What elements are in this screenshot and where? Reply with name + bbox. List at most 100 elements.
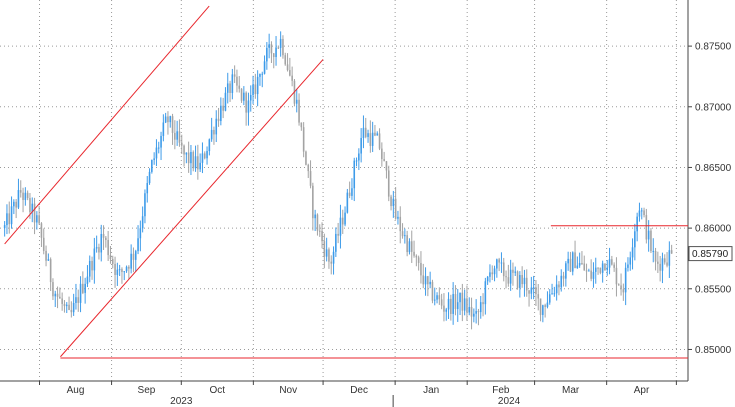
candle-body [553, 293, 556, 295]
candle-body [105, 237, 107, 240]
candle-body [387, 170, 390, 197]
candle-body [125, 266, 128, 272]
candle-body [493, 268, 496, 275]
candle-body [454, 294, 457, 310]
candle-body [8, 213, 11, 225]
candle-body [3, 225, 6, 229]
candle-body [344, 212, 346, 225]
candle-body [514, 271, 517, 273]
candle-body [381, 148, 383, 160]
candle-body [199, 162, 201, 170]
candle-body [627, 264, 629, 268]
candle-body [654, 250, 657, 262]
candle-body [608, 259, 611, 268]
candle-body [144, 193, 146, 217]
candle-body [148, 171, 151, 184]
candle-body [401, 231, 404, 237]
candle-body [132, 253, 135, 260]
candle-body [31, 203, 34, 213]
candle-body [86, 276, 89, 284]
candle-body [93, 248, 96, 271]
candle-body [155, 147, 158, 159]
candle-body [613, 264, 615, 268]
candle-body [643, 210, 645, 216]
candle-body [666, 262, 668, 266]
candle-body [489, 272, 491, 277]
candle-body [477, 311, 480, 313]
candle-body [592, 271, 595, 279]
month-label: Nov [279, 385, 297, 396]
candle-body [176, 131, 178, 140]
candle-body [328, 249, 330, 262]
y-tick-label: 0.87500 [695, 42, 732, 53]
candle-body [339, 217, 342, 236]
candle-body [277, 47, 280, 49]
candle-body [364, 127, 367, 137]
candle-body [433, 299, 436, 301]
candle-body [544, 305, 546, 307]
candle-body [314, 214, 316, 219]
candle-body [100, 233, 103, 253]
candle-body [222, 105, 224, 111]
candle-body [569, 258, 572, 272]
month-label: Jan [423, 385, 439, 396]
candle-body [473, 313, 475, 317]
candle-body [256, 76, 259, 95]
candle-body [505, 276, 507, 278]
candle-body [645, 215, 648, 240]
candle-body [659, 263, 661, 271]
candle-body [192, 152, 195, 169]
candle-body [346, 192, 349, 213]
candle-body [512, 269, 514, 273]
candle-body [408, 241, 411, 253]
candle-body [268, 44, 270, 48]
candle-body [146, 183, 149, 194]
candle-body [157, 147, 160, 149]
candle-body [620, 285, 622, 290]
candle-body [26, 192, 29, 199]
candle-body [325, 249, 328, 257]
candle-body [187, 152, 190, 164]
candle-body [88, 260, 91, 277]
candle-body [123, 271, 126, 273]
candle-body [410, 241, 413, 252]
candle-body [383, 159, 385, 162]
candle-body [461, 292, 464, 311]
candle-body [491, 272, 494, 275]
candle-body [482, 302, 484, 305]
candle-body [307, 164, 310, 172]
candle-body [585, 270, 588, 272]
candle-body [390, 196, 392, 207]
candle-body [312, 185, 314, 219]
candle-body [217, 118, 220, 122]
candle-body [523, 277, 526, 285]
candle-body [560, 275, 563, 288]
month-label: Mar [562, 385, 580, 396]
candle-body [404, 235, 406, 237]
candle-body [330, 261, 333, 264]
candle-body [190, 152, 192, 164]
candle-body [13, 201, 15, 207]
candle-body [594, 267, 597, 272]
candle-body [10, 206, 13, 225]
month-label: Aug [67, 385, 85, 396]
candle-body [318, 230, 321, 232]
candle-body [266, 47, 268, 62]
candle-body [546, 302, 549, 307]
candle-body [252, 84, 254, 95]
candle-body [91, 260, 93, 271]
candle-body [558, 284, 560, 288]
candle-body [500, 262, 503, 264]
candle-body [668, 250, 671, 266]
candle-body [197, 156, 199, 170]
candle-body [459, 292, 461, 303]
candle-body [38, 215, 40, 224]
candle-body [77, 297, 80, 303]
candle-body [206, 151, 208, 159]
candle-body [305, 151, 307, 165]
candle-body [397, 216, 399, 219]
candle-body [438, 295, 441, 300]
y-tick-label: 0.87000 [695, 102, 732, 113]
candle-body [282, 38, 284, 56]
last-price-box [688, 246, 733, 262]
